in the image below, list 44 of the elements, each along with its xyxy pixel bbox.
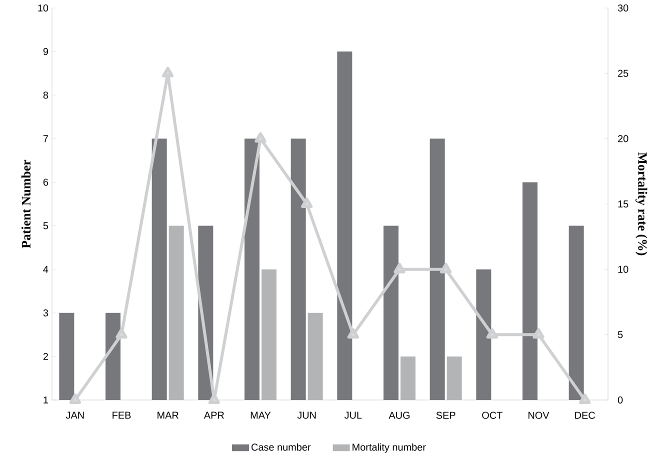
point [394, 262, 406, 274]
y-tick-label: 1 [44, 396, 48, 404]
legend-label: Case number [252, 443, 311, 451]
y2-tick-label: 30 [618, 4, 628, 12]
y-tick-label: 7 [43, 135, 48, 142]
x-tick-label: AUG [388, 412, 410, 419]
x-tick-label: OCT [482, 412, 502, 419]
y-tick-label: 2 [43, 352, 48, 360]
point [579, 394, 591, 404]
x-tick-label: APR [204, 412, 224, 419]
x-tick-label: JUL [344, 412, 362, 419]
legend-label: Mortality number [352, 443, 426, 453]
point [254, 132, 266, 143]
point [162, 66, 174, 78]
y2-tick-label: 20 [618, 135, 628, 142]
point [440, 262, 452, 274]
x-tick-label: JAN [66, 412, 84, 419]
point [532, 328, 544, 339]
y2-axis-title: Mortality rate (%) [635, 152, 648, 256]
point [301, 198, 313, 208]
y-tick-label: 10 [38, 4, 48, 12]
y2-tick-label: 5 [618, 331, 623, 338]
x-tick-label: DEC [575, 412, 595, 419]
point [486, 328, 498, 339]
y-axis-title: Patient Number [21, 160, 31, 248]
y2-tick-label: 15 [618, 200, 628, 208]
y-tick-label: 5 [43, 222, 48, 230]
point [347, 328, 359, 339]
y-tick-label: 9 [43, 48, 48, 56]
x-tick-label: MAY [250, 412, 271, 419]
y2-tick-label: 25 [618, 70, 628, 77]
x-tick-label: SEP [436, 412, 456, 419]
y-tick-label: 8 [43, 92, 48, 99]
x-tick-label: NOV [528, 412, 550, 419]
point [69, 394, 81, 404]
y-tick-label: 6 [43, 178, 48, 186]
y-tick-label: 4 [43, 266, 48, 273]
x-tick-label: MAR [158, 412, 178, 419]
y2-tick-label: 10 [618, 266, 628, 273]
x-tick-label: FEB [112, 412, 131, 419]
point [116, 328, 128, 339]
x-tick-label: JUN [297, 412, 316, 419]
y-tick-label: 3 [43, 309, 48, 316]
y2-tick-label: 0 [618, 396, 623, 404]
